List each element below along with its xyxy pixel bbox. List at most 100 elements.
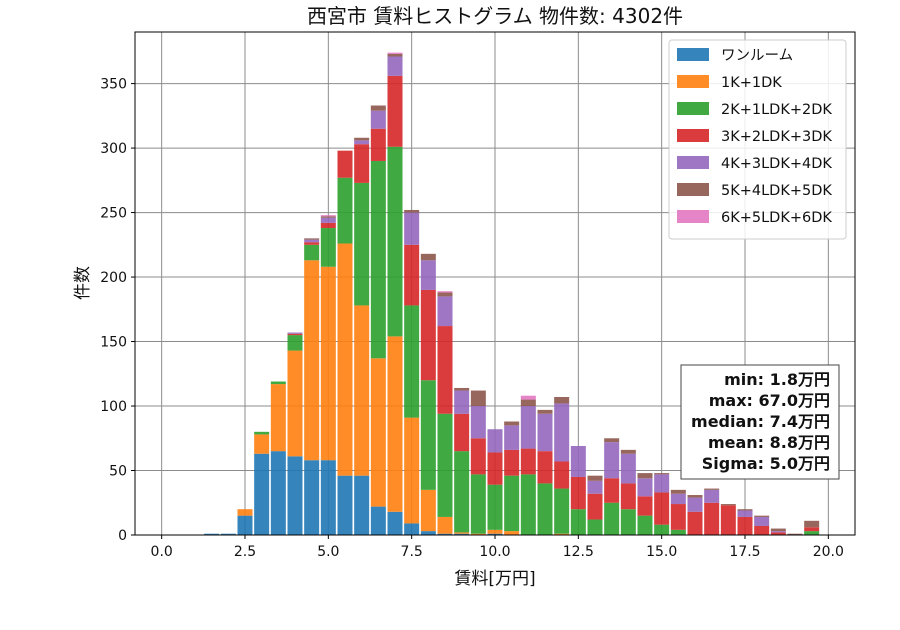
histogram-bar <box>620 483 636 510</box>
histogram-bar <box>504 475 520 532</box>
histogram-bar <box>504 421 520 426</box>
histogram-bar <box>504 449 520 476</box>
y-tick-label: 0 <box>118 528 127 544</box>
histogram-bar <box>537 413 553 452</box>
legend-swatch <box>677 102 709 115</box>
x-axis-label: 賃料[万円] <box>454 569 535 589</box>
histogram-bar <box>454 532 470 534</box>
histogram-bar <box>354 475 370 535</box>
histogram-bar <box>370 105 386 111</box>
histogram-bar <box>520 474 536 535</box>
histogram-bar <box>470 438 486 475</box>
histogram-bar <box>670 489 686 494</box>
histogram-bar <box>337 475 353 535</box>
histogram-bar <box>620 453 636 484</box>
histogram-bar <box>554 461 570 489</box>
histogram-bar <box>304 238 320 240</box>
histogram-bar <box>354 144 370 183</box>
histogram-bar <box>520 399 536 407</box>
histogram-bar <box>754 515 770 517</box>
histogram-bar <box>520 395 536 400</box>
histogram-bar <box>287 332 303 334</box>
legend-swatch <box>677 183 709 196</box>
histogram-bar <box>404 417 420 524</box>
histogram-bar <box>587 480 603 494</box>
histogram-bar <box>304 260 320 461</box>
legend: ワンルーム 1K+1DK 2K+1LDK+2DK 3K+2LDK+3DK 4K+3LDK… <box>668 39 847 240</box>
histogram-bar <box>654 473 670 475</box>
histogram-bar <box>670 493 686 505</box>
histogram-bar <box>437 292 453 297</box>
histogram-bar <box>387 146 403 337</box>
series-6 <box>304 53 820 535</box>
histogram-bar <box>304 244 320 261</box>
legend-swatch <box>677 75 709 88</box>
y-tick-label: 100 <box>100 399 127 415</box>
legend-swatch <box>677 210 709 223</box>
histogram-bar <box>437 296 453 327</box>
histogram-bar <box>737 509 753 511</box>
histogram-bar <box>570 509 586 535</box>
histogram-bar <box>487 533 503 535</box>
histogram-bar <box>720 505 736 535</box>
histogram-bar <box>554 403 570 462</box>
histogram-bar <box>537 409 553 414</box>
y-tick-label: 250 <box>100 206 127 222</box>
histogram-bar <box>487 484 503 530</box>
x-tick-label: 2.5 <box>234 544 256 560</box>
histogram-bar <box>487 452 503 485</box>
histogram-bar <box>754 525 770 535</box>
histogram-bar <box>537 483 553 535</box>
histogram-bar <box>754 516 770 526</box>
histogram-bar <box>554 533 570 535</box>
histogram-bar <box>470 474 486 534</box>
histogram-bar <box>370 110 386 129</box>
histogram-bar <box>504 531 520 535</box>
histogram-bar <box>254 434 270 454</box>
legend-label: 3K+2LDK+3DK <box>721 129 832 145</box>
y-tick-label: 300 <box>100 141 127 157</box>
histogram-bar <box>304 242 320 245</box>
legend-label: 1K+1DK <box>721 75 782 91</box>
histogram-bar <box>737 510 753 517</box>
histogram-bar <box>337 177 353 244</box>
histogram-bar <box>337 150 353 178</box>
histogram-bar <box>437 413 453 517</box>
histogram-bar <box>587 493 603 520</box>
stats-line: min: 1.8万円 <box>724 370 830 389</box>
x-tick-label: 10.0 <box>479 544 510 560</box>
histogram-bar <box>454 451 470 533</box>
y-tick-label: 350 <box>100 77 127 93</box>
histogram-bar <box>320 216 336 218</box>
legend-swatch <box>677 156 709 169</box>
x-tick-label: 15.0 <box>646 544 677 560</box>
histogram-bar <box>370 358 386 507</box>
histogram-bar <box>704 488 720 490</box>
histogram-bar <box>470 533 486 535</box>
histogram-bar <box>554 488 570 534</box>
histogram-bar <box>770 528 786 532</box>
histogram-bar <box>670 529 686 535</box>
histogram-bar <box>504 425 520 450</box>
histogram-bar <box>554 396 570 404</box>
histogram-bar <box>404 523 420 535</box>
histogram-bar <box>604 502 620 535</box>
histogram-bar <box>654 524 670 535</box>
histogram-bar <box>404 305 420 418</box>
histogram-bar <box>270 451 286 535</box>
histogram-bar <box>354 137 370 141</box>
histogram-bar <box>387 511 403 535</box>
histogram-bar <box>354 305 370 476</box>
series-7 <box>320 52 536 400</box>
histogram-bar <box>737 516 753 535</box>
histogram-bar <box>520 448 536 475</box>
series-2 <box>237 243 570 535</box>
legend-swatch <box>677 129 709 142</box>
histogram-bar <box>437 291 453 293</box>
series-5 <box>287 56 786 533</box>
x-tick-label: 17.5 <box>729 544 760 560</box>
histogram-bar <box>454 387 470 391</box>
histogram-bar <box>454 390 470 414</box>
histogram-bar <box>804 520 820 528</box>
y-axis-label: 件数 <box>73 266 93 300</box>
